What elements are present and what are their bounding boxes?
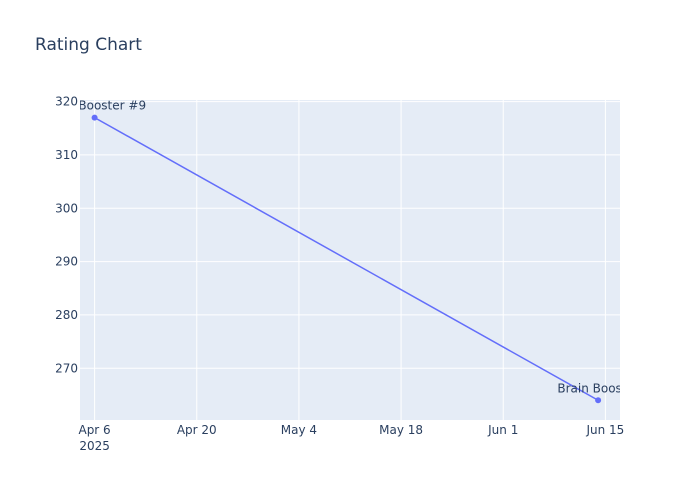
data-point-label: Brain Booster	[557, 381, 639, 395]
x-tick-label: Apr 20	[177, 423, 217, 437]
y-tick-label: 320	[55, 95, 78, 109]
x-tick-label: Jun 1	[487, 423, 518, 437]
chart-title: Rating Chart	[35, 35, 142, 55]
x-tick-label: Jun 15	[585, 423, 624, 437]
data-point	[595, 397, 602, 404]
plot-area	[80, 100, 620, 420]
point-labels: Brain Booster #9 Brain Booster	[43, 99, 639, 395]
x-tick-label: Apr 6	[78, 423, 110, 437]
y-tick-label: 290	[55, 255, 78, 269]
y-tick-label: 300	[55, 201, 78, 215]
y-tick-label: 270	[55, 361, 78, 375]
data-point	[91, 114, 98, 121]
y-tick-label: 280	[55, 308, 78, 322]
y-tick-label: 310	[55, 148, 78, 162]
x-tick-sublabel: 2025	[79, 439, 110, 453]
series-layer	[91, 114, 602, 404]
axis-labels: Apr 6 2025 Apr 20 May 4 May 18 Jun 1 Jun 15 270…	[55, 95, 624, 453]
series-line	[94, 116, 599, 401]
x-tick-label: May 4	[281, 423, 317, 437]
x-tick-label: May 18	[379, 423, 423, 437]
data-point-label: Brain Booster #9	[43, 99, 146, 113]
